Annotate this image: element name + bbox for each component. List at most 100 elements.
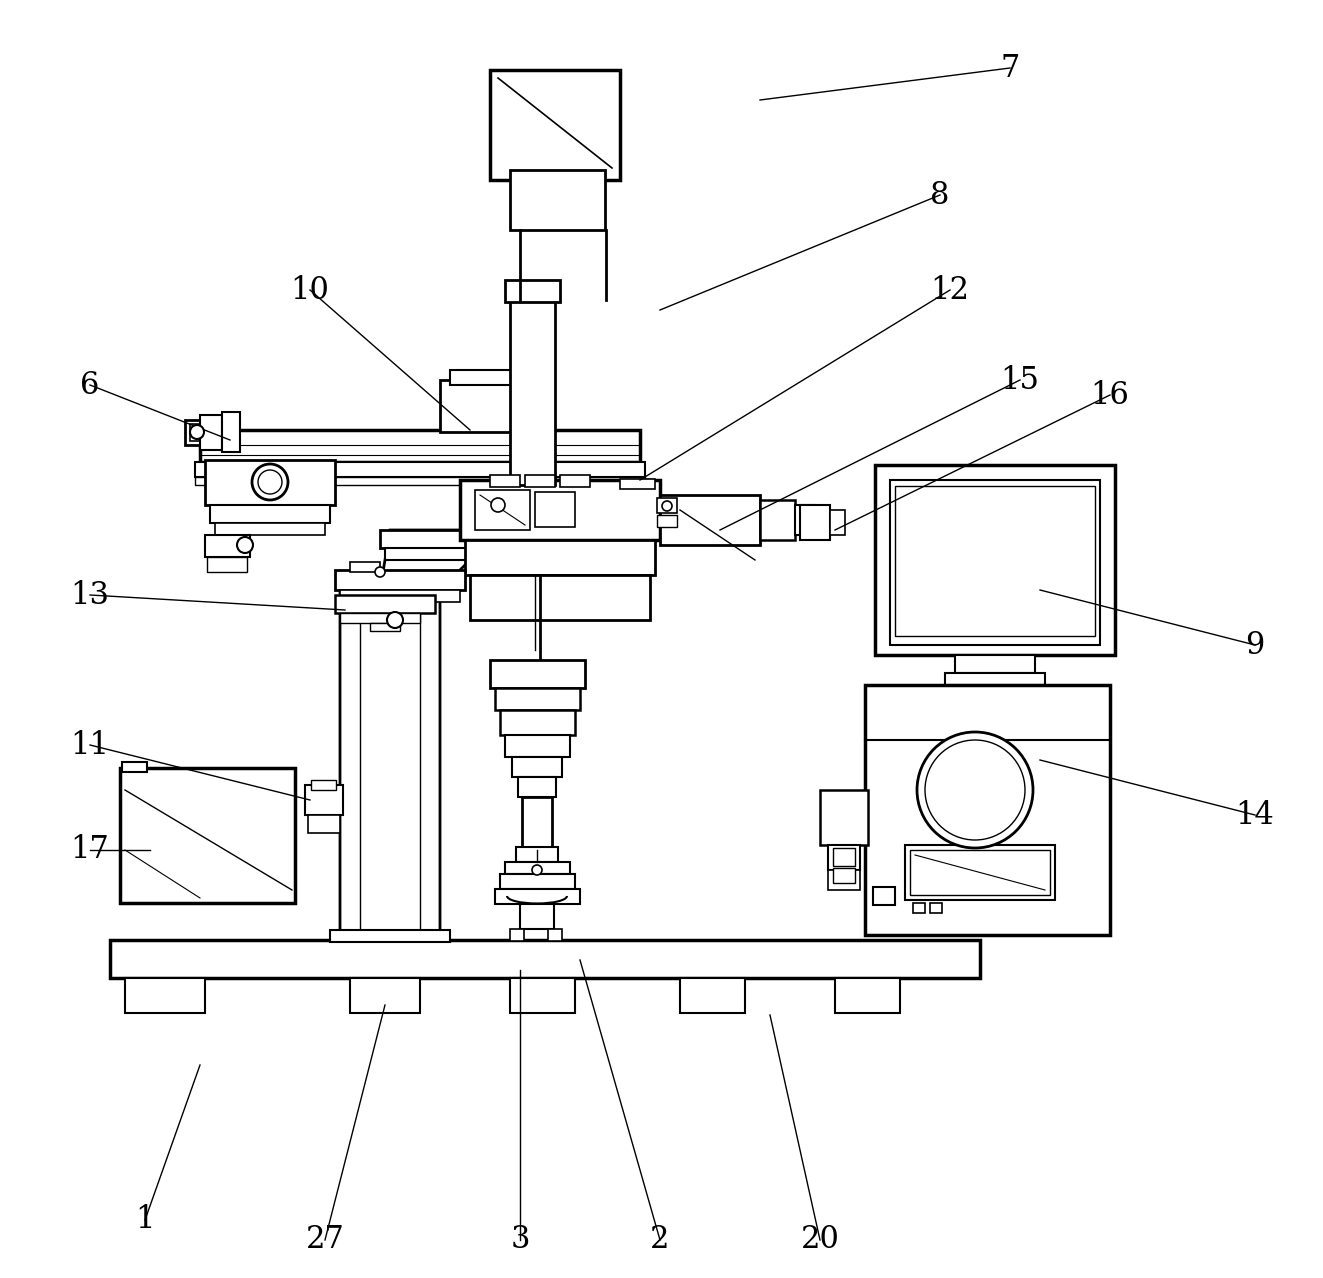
Bar [525,475,556,487]
Bar [828,870,860,889]
Bar [795,505,815,535]
Bar [505,280,560,302]
Bar [205,460,335,505]
Bar [835,978,900,1013]
Bar [216,523,325,535]
Bar [205,535,250,557]
Circle shape [662,501,672,511]
Bar [913,904,925,912]
Text: 6: 6 [81,369,99,400]
Text: 3: 3 [511,1224,529,1255]
Text: 8: 8 [930,179,950,211]
Bar [194,463,646,477]
Polygon shape [340,530,470,941]
Bar [945,674,1045,685]
Bar [380,530,480,548]
Bar [620,479,655,489]
Bar [470,575,650,620]
Circle shape [191,426,204,440]
Bar [873,887,894,905]
Bar [110,941,980,978]
Circle shape [532,865,542,875]
Bar [516,847,558,861]
Circle shape [251,464,288,500]
Bar [509,929,524,941]
Bar [833,868,855,883]
Bar [200,415,222,450]
Bar [910,850,1050,895]
Bar [490,475,520,487]
Bar [464,541,655,575]
Circle shape [925,740,1025,840]
Bar [560,475,590,487]
Bar [185,420,210,445]
Bar [441,380,550,432]
Bar [124,978,205,1013]
Bar [335,596,435,613]
Bar [460,481,660,541]
Bar [122,762,147,772]
Text: 9: 9 [1245,630,1265,661]
Circle shape [374,567,385,576]
Text: 14: 14 [1236,800,1274,831]
Bar [512,757,562,777]
Bar [930,904,942,912]
Bar [833,849,855,866]
Bar [955,656,1035,674]
Circle shape [388,612,404,627]
Bar [206,557,247,573]
Bar [308,815,340,833]
Bar [450,371,540,385]
Bar [194,477,646,484]
Bar [905,845,1054,900]
Bar [890,481,1099,645]
Bar [509,978,576,1013]
Text: 1: 1 [135,1204,155,1236]
Bar [519,777,556,797]
Bar [385,548,475,560]
Bar [475,489,531,530]
Bar [200,429,640,463]
Bar [500,711,576,735]
Bar [505,735,570,757]
Bar [800,505,830,541]
Bar [120,768,295,904]
Text: 7: 7 [1000,52,1020,83]
Bar [865,685,1110,935]
Text: 2: 2 [650,1224,669,1255]
Text: 13: 13 [70,579,110,611]
Bar [370,622,400,631]
Bar [820,790,868,845]
Bar [830,510,845,535]
Bar [658,515,677,527]
Bar [500,874,576,889]
Bar [495,889,579,904]
Text: 11: 11 [70,730,110,760]
Bar [210,505,329,523]
Bar [548,929,562,941]
Bar [894,486,1095,636]
Bar [759,500,795,541]
Bar [340,590,460,602]
Bar [222,412,239,452]
Bar [490,70,620,180]
Bar [509,170,605,230]
Text: 17: 17 [70,835,110,865]
Bar [534,492,576,527]
Circle shape [237,537,253,553]
Circle shape [491,498,505,512]
Text: 16: 16 [1090,380,1130,410]
Bar [509,300,556,484]
Bar [680,978,745,1013]
Text: 12: 12 [930,275,970,305]
Bar [335,570,464,590]
Bar [191,424,205,441]
Circle shape [917,732,1033,849]
Bar [495,688,579,711]
Text: 10: 10 [291,275,329,305]
Bar [660,495,759,544]
Bar [658,498,677,512]
Bar [311,780,336,790]
Bar [875,465,1115,656]
Circle shape [258,470,282,495]
